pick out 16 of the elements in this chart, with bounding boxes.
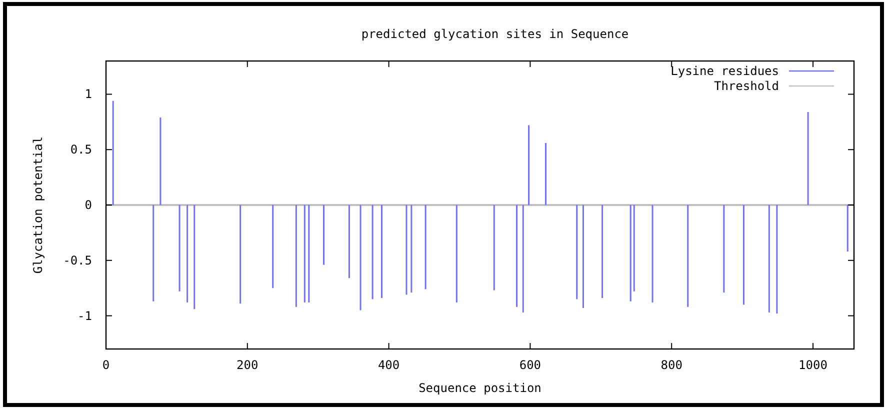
y-axis-title: Glycation potential — [31, 136, 45, 274]
chart-title: predicted glycation sites in Sequence — [361, 27, 629, 41]
x-tick-label: 600 — [519, 358, 542, 372]
x-axis-title: Sequence position — [418, 381, 542, 395]
y-tick-label: 0 — [84, 198, 92, 212]
y-tick-label: 1 — [84, 87, 92, 102]
x-tick-label: 800 — [660, 358, 682, 372]
legend-label: Threshold — [714, 79, 779, 93]
y-tick-label: 0.5 — [70, 142, 92, 157]
x-tick-label: 400 — [378, 358, 400, 372]
x-tick-label: 1000 — [798, 358, 828, 372]
legend-label: Lysine residues — [670, 64, 779, 78]
y-tick-label: -1 — [78, 308, 92, 323]
x-tick-label: 200 — [236, 358, 258, 372]
x-tick-label: 0 — [102, 358, 110, 372]
y-tick-label: -0.5 — [63, 253, 92, 268]
